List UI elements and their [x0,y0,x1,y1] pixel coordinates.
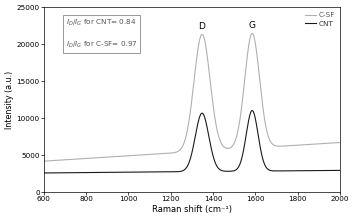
Text: G: G [249,21,256,30]
Legend: C-SF, CNT: C-SF, CNT [303,11,336,28]
Text: D: D [199,22,205,31]
Y-axis label: Intensity (a.u.): Intensity (a.u.) [5,71,14,129]
Text: $I_D$/$I_G$ for CNT= 0.84

$I_D$/$I_G$ for C-SF= 0.97: $I_D$/$I_G$ for CNT= 0.84 $I_D$/$I_G$ fo… [66,18,138,50]
X-axis label: Raman shift (cm⁻¹): Raman shift (cm⁻¹) [152,205,232,214]
